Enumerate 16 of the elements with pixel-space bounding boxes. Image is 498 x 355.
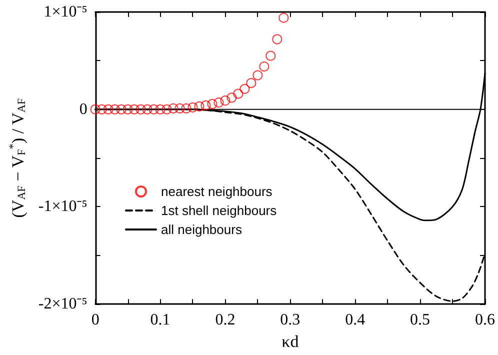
- legend-label: all neighbours: [161, 222, 242, 237]
- legend-label: nearest neighbours: [161, 184, 273, 199]
- x-tick-label: 0.6: [475, 312, 495, 329]
- y-tick-label: 0: [79, 100, 88, 118]
- x-tick-label: 0.5: [410, 312, 430, 329]
- x-tick-label: 0.4: [345, 312, 366, 329]
- x-axis-title: κd: [282, 332, 300, 351]
- x-tick-label: 0.2: [215, 312, 236, 329]
- x-tick-label: 0.1: [150, 312, 170, 329]
- y-tick-label: 1×10⁻⁵: [44, 4, 88, 20]
- x-tick-label: 0.3: [280, 312, 300, 329]
- y-axis-title: (VAF − VF*) / VAF: [8, 98, 28, 218]
- x-tick-label: 0: [91, 312, 100, 329]
- y-tick-label: -1×10⁻⁵: [38, 198, 88, 216]
- y-tick-label: -2×10⁻⁵: [38, 296, 88, 313]
- legend-label: 1st shell neighbours: [161, 203, 278, 218]
